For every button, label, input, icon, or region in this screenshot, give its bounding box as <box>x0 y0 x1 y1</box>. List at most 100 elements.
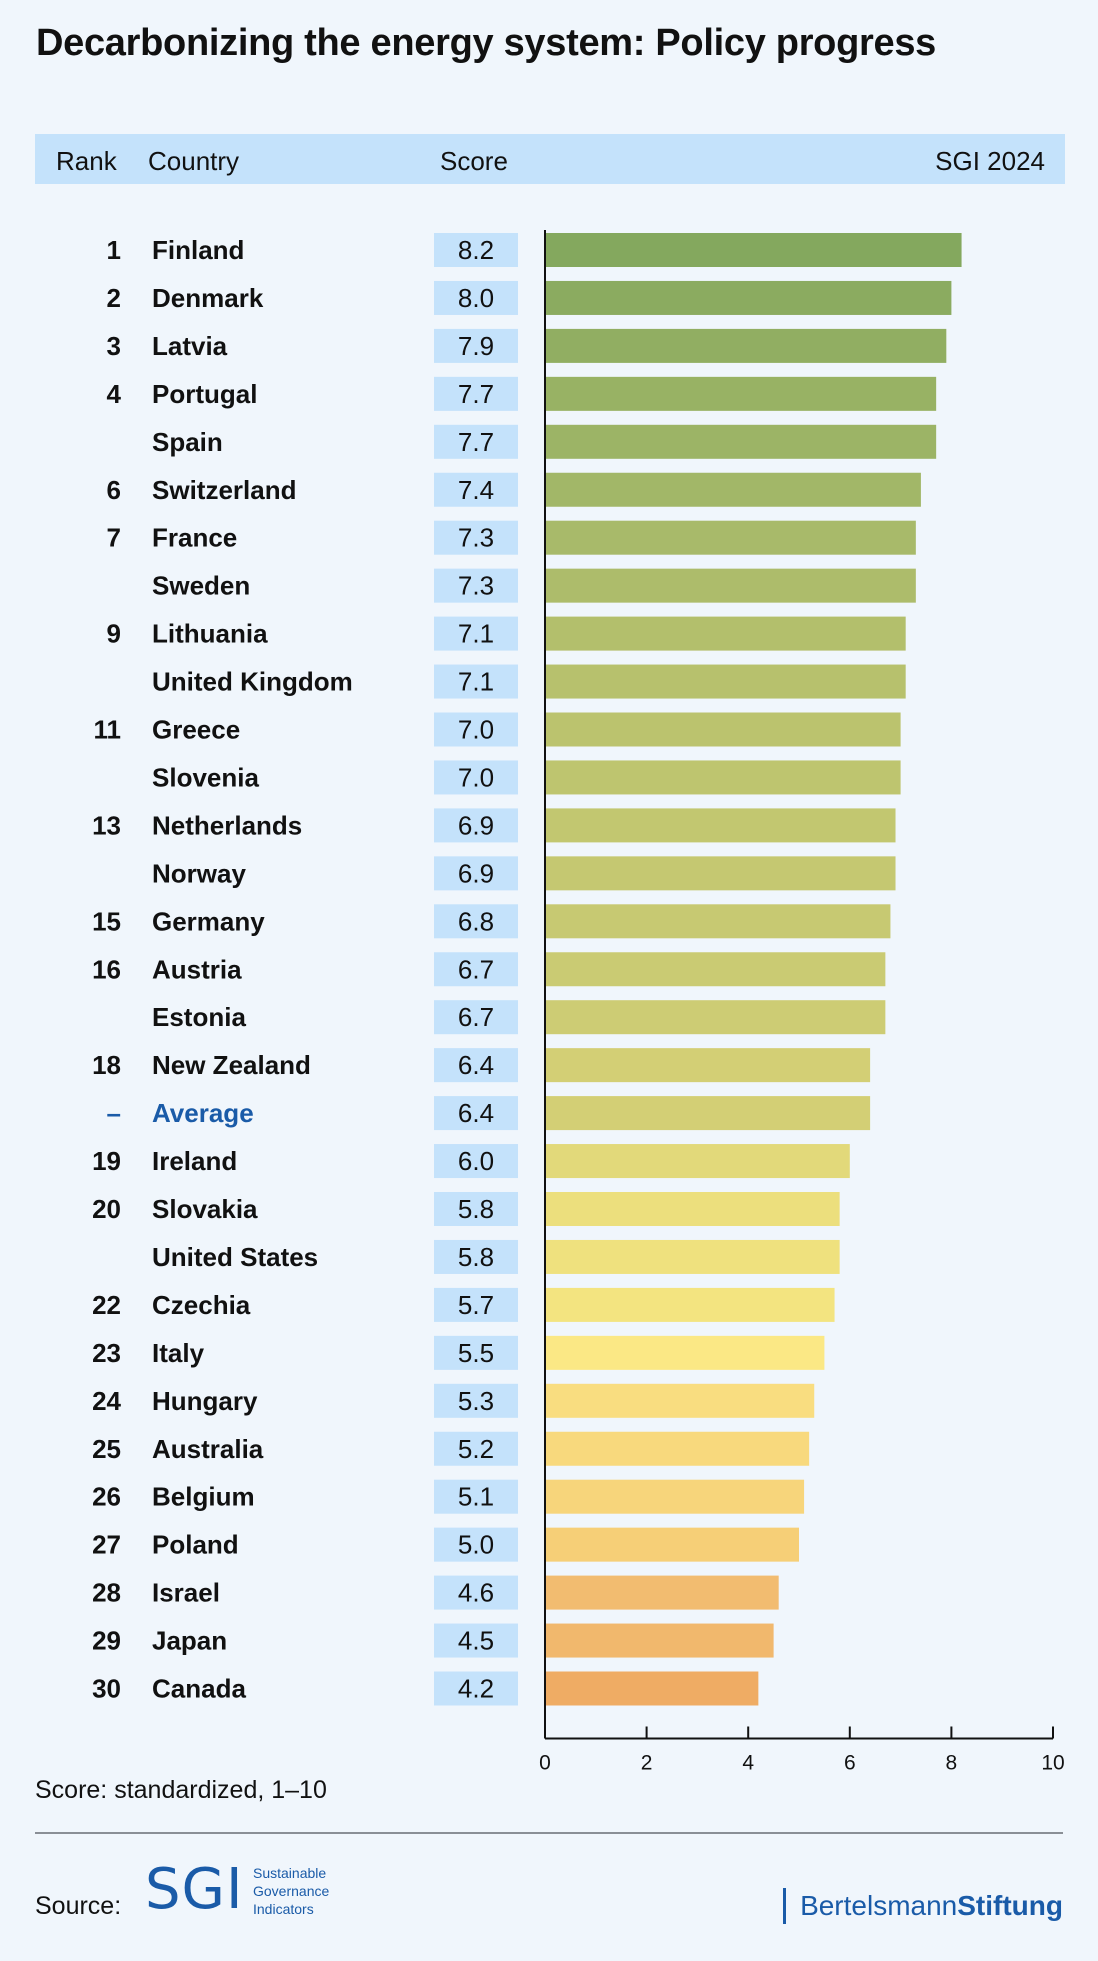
score-box <box>434 1383 518 1418</box>
country-label: Austria <box>152 954 242 984</box>
country-label: Norway <box>152 858 246 888</box>
rank-label: 27 <box>92 1530 121 1560</box>
score-note: Score: standardized, 1–10 <box>35 1776 327 1804</box>
score-bar <box>545 1527 799 1562</box>
score-label: 5.8 <box>458 1242 494 1272</box>
score-label: 7.3 <box>458 523 494 553</box>
score-bar <box>545 1575 779 1610</box>
country-label: Latvia <box>152 331 228 361</box>
score-box <box>434 1623 518 1658</box>
score-label: 6.7 <box>458 1002 494 1032</box>
country-label: Spain <box>152 427 223 457</box>
bs-logo-regular: Bertelsmann <box>800 1890 958 1921</box>
country-label: Switzerland <box>152 475 296 505</box>
score-bar <box>545 1000 886 1035</box>
rank-label: 20 <box>92 1194 121 1224</box>
rank-label: 24 <box>92 1386 121 1416</box>
country-label: Poland <box>152 1530 239 1560</box>
bertelsmann-stiftung-logo[interactable]: BertelsmannStiftung <box>783 1888 1063 1924</box>
score-box <box>434 233 518 267</box>
score-label: 4.6 <box>458 1578 494 1608</box>
country-label: France <box>152 523 237 553</box>
country-label: Ireland <box>152 1146 237 1176</box>
rank-label: 16 <box>92 954 121 984</box>
score-bar <box>545 712 901 747</box>
score-label: 6.9 <box>458 858 494 888</box>
score-label: 5.7 <box>458 1290 494 1320</box>
score-label: 4.2 <box>458 1674 494 1704</box>
score-box <box>434 1287 518 1322</box>
x-tick-label: 4 <box>742 1752 754 1771</box>
x-tick-label: 0 <box>539 1752 551 1771</box>
sgi-logo-subtitle: Sustainable Governance Indicators <box>253 1864 413 1918</box>
score-bar <box>545 1335 825 1370</box>
score-box <box>434 952 518 987</box>
rank-label: 26 <box>92 1482 121 1512</box>
score-bar <box>545 904 891 939</box>
rank-label: 7 <box>107 523 121 553</box>
country-label: United Kingdom <box>152 667 353 697</box>
score-bar <box>545 1287 835 1322</box>
score-label: 7.7 <box>458 379 494 409</box>
score-box <box>434 808 518 843</box>
score-box <box>434 424 518 459</box>
score-box <box>434 1144 518 1179</box>
country-label: Denmark <box>152 283 264 313</box>
score-box <box>434 472 518 507</box>
score-box <box>434 1239 518 1274</box>
score-label: 5.3 <box>458 1386 494 1416</box>
score-box <box>434 1000 518 1035</box>
score-bar <box>545 376 937 411</box>
rank-label: 9 <box>107 619 121 649</box>
score-bar <box>545 1383 815 1418</box>
rank-label: 19 <box>92 1146 121 1176</box>
score-bar <box>545 280 952 315</box>
sgi-logo-line-1: Sustainable <box>253 1865 327 1881</box>
country-label: Hungary <box>152 1386 258 1416</box>
score-box <box>434 520 518 555</box>
score-label: 6.4 <box>458 1050 494 1080</box>
ranking-bar-chart: 1 Finland 8.2 2 Denmark 8.0 3 Latvia 7.9 4 Portuga… <box>92 230 1065 1771</box>
table-header: Rank Country Score SGI 2024 <box>35 134 1065 184</box>
rank-label: 29 <box>92 1626 121 1656</box>
score-label: 6.8 <box>458 906 494 936</box>
rank-label: 13 <box>92 810 121 840</box>
rank-label: 23 <box>92 1338 121 1368</box>
country-label: New Zealand <box>152 1050 311 1080</box>
score-box <box>434 568 518 603</box>
score-bar <box>545 1192 840 1226</box>
source-label: Source: <box>35 1892 122 1920</box>
score-label: 5.1 <box>458 1482 494 1512</box>
score-label: 8.2 <box>458 235 494 265</box>
country-label: Italy <box>152 1338 205 1368</box>
score-box <box>434 904 518 939</box>
score-label: 6.7 <box>458 954 494 984</box>
score-bar <box>545 952 886 987</box>
x-tick-label: 8 <box>946 1752 958 1771</box>
score-box <box>434 1527 518 1562</box>
score-box <box>434 1192 518 1226</box>
chart-title: Decarbonizing the energy system: Policy … <box>36 22 936 64</box>
score-box <box>434 712 518 747</box>
score-label: 7.1 <box>458 619 494 649</box>
header-edition: SGI 2024 <box>935 146 1045 176</box>
country-label: Czechia <box>152 1290 251 1320</box>
rank-label: 3 <box>107 331 121 361</box>
score-bar <box>545 1623 774 1658</box>
country-label: Estonia <box>152 1002 246 1032</box>
score-bar <box>545 328 947 363</box>
score-bar <box>545 1048 871 1083</box>
country-label: Portugal <box>152 379 257 409</box>
country-label: Belgium <box>152 1482 255 1512</box>
score-bar <box>545 1096 871 1131</box>
rank-label: 25 <box>92 1434 121 1464</box>
rank-label: 6 <box>107 475 121 505</box>
score-bar <box>545 424 937 459</box>
x-tick-label: 2 <box>641 1752 653 1771</box>
score-bar <box>545 1479 805 1514</box>
score-label: 7.9 <box>458 331 494 361</box>
score-label: 5.2 <box>458 1434 494 1464</box>
score-bar <box>545 1239 840 1274</box>
country-label: Greece <box>152 715 240 745</box>
rank-label: – <box>107 1098 121 1128</box>
